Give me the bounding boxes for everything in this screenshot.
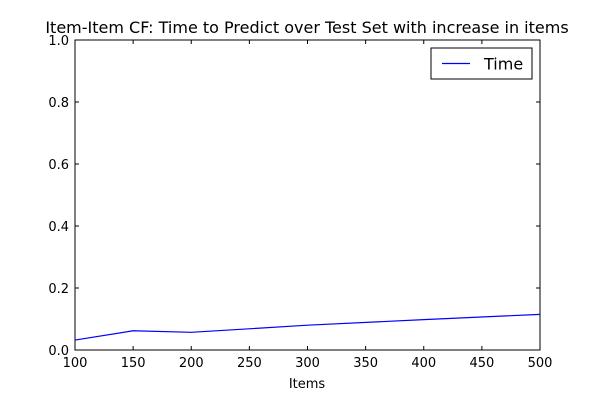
x-tick-label: 450	[469, 356, 494, 371]
y-tick-label: 0.0	[48, 344, 69, 359]
x-tick-label: 100	[63, 356, 88, 371]
y-axis-ticks: 0.0 0.2 0.4 0.6 0.8 1.0	[48, 34, 540, 359]
x-axis-label: Items	[289, 377, 326, 392]
x-tick-label: 150	[121, 356, 146, 371]
series-lines	[74, 313, 541, 341]
series-line-time	[74, 313, 541, 341]
x-tick-label: 500	[528, 356, 553, 371]
x-tick-label: 350	[353, 356, 378, 371]
y-tick-label: 0.6	[48, 158, 69, 173]
chart-title: Item-Item CF: Time to Predict over Test …	[45, 18, 568, 37]
x-axis-ticks: 100 150 200 250 300 350 400 450 500	[63, 40, 553, 371]
legend: Time	[430, 47, 533, 80]
plot-frame	[74, 39, 541, 351]
y-tick-label: 1.0	[48, 34, 69, 49]
y-tick-label: 0.8	[48, 96, 69, 111]
y-tick-label: 0.4	[48, 220, 69, 235]
plot-area	[74, 39, 541, 351]
x-tick-label: 400	[411, 356, 436, 371]
legend-label: Time	[483, 55, 523, 74]
x-tick-label: 250	[237, 356, 262, 371]
y-tick-label: 0.2	[48, 282, 69, 297]
x-tick-label: 200	[179, 356, 204, 371]
x-tick-label: 300	[295, 356, 320, 371]
